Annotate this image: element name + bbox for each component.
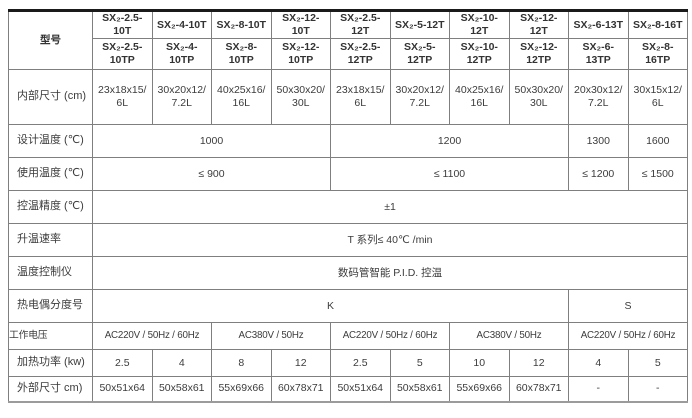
voltage-row: 工作电压 AC220V / 50Hz / 60Hz AC380V / 50Hz … (8, 322, 688, 351)
voltage-cell: AC380V / 50Hz (211, 322, 331, 351)
inner-size-cell: 23x18x15/ 6L (330, 69, 391, 126)
inner-size-row: 内部尺寸 (cm) 23x18x15/ 6L 30x20x12/ 7.2L 40… (8, 69, 688, 126)
power-cell: 4 (151, 349, 212, 378)
outer-size-cell: 50x58x61 (389, 376, 450, 403)
spec-table: 型号 SX₂-2.5- 10T SX₂-4-10T SX₂-8-10T SX₂-… (8, 9, 688, 403)
power-cell: 5 (627, 349, 688, 378)
model-t-cell: SX₂-2.5- 10T (92, 9, 153, 40)
model-t-cell: SX₂-4-10T (151, 9, 212, 40)
design-temp-cell: 1200 (330, 124, 569, 159)
model-tp-cell: SX₂-12- 12TP (508, 38, 569, 71)
thermocouple-row: 热电偶分度号 K S (8, 289, 688, 324)
outer-size-cell: 55x69x66 (211, 376, 272, 403)
power-cell: 10 (449, 349, 510, 378)
model-t-cell: SX₂-5-12T (389, 9, 450, 40)
working-temp-cell: ≤ 900 (92, 157, 331, 192)
row-label-accuracy: 控温精度 (℃) (8, 190, 93, 225)
outer-size-cell: 50x51x64 (330, 376, 391, 403)
design-temp-row: 设计温度 (℃) 1000 1200 1300 1600 (8, 124, 688, 159)
outer-size-cell: 50x51x64 (92, 376, 153, 403)
outer-size-cell: 55x69x66 (449, 376, 510, 403)
design-temp-cell: 1000 (92, 124, 331, 159)
model-t-cell: SX₂-8-10T (211, 9, 272, 40)
model-header-label: 型号 (8, 9, 93, 71)
voltage-cell: AC220V / 50Hz / 60Hz (330, 322, 450, 351)
inner-size-cell: 30x15x12/ 6L (627, 69, 688, 126)
outer-size-cell: 50x58x61 (151, 376, 212, 403)
working-temp-cell: ≤ 1200 (568, 157, 629, 192)
model-tp-cell: SX₂-8- 10TP (211, 38, 272, 71)
outer-size-cell: 60x78x71 (270, 376, 331, 403)
inner-size-cell: 23x18x15/ 6L (92, 69, 153, 126)
heating-rate-cell: T 系列≤ 40℃ /min (92, 223, 688, 258)
power-cell: 12 (270, 349, 331, 378)
model-tp-cell: SX₂-10- 12TP (449, 38, 510, 71)
voltage-cell: AC380V / 50Hz (449, 322, 569, 351)
row-label-inner-size: 内部尺寸 (cm) (8, 69, 93, 126)
model-t-cell: SX₂-12- 12T (508, 9, 569, 40)
power-cell: 2.5 (330, 349, 391, 378)
design-temp-cell: 1300 (568, 124, 629, 159)
outer-size-cell: - (568, 376, 629, 403)
model-t-cell: SX₂-2.5- 12T (330, 9, 391, 40)
model-t-cell: SX₂-10- 12T (449, 9, 510, 40)
inner-size-cell: 40x25x16/ 16L (449, 69, 510, 126)
header-row-tp: SX₂-2.5- 10TP SX₂-4- 10TP SX₂-8- 10TP SX… (9, 38, 688, 71)
voltage-cell: AC220V / 50Hz / 60Hz (568, 322, 688, 351)
inner-size-cell: 30x20x12/ 7.2L (151, 69, 212, 126)
row-label-heating-rate: 升温速率 (8, 223, 93, 258)
model-t-cell: SX₂-8-16T (627, 9, 688, 40)
inner-size-cell: 30x20x12/ 7.2L (389, 69, 450, 126)
controller-row: 温度控制仪 数码管智能 P.I.D. 控温 (8, 256, 688, 291)
row-label-heating-power: 加热功率 (kw) (8, 349, 93, 378)
header-row-t: 型号 SX₂-2.5- 10T SX₂-4-10T SX₂-8-10T SX₂-… (8, 9, 688, 71)
model-tp-cell: SX₂-12- 10TP (270, 38, 331, 71)
row-label-design-temp: 设计温度 (℃) (8, 124, 93, 159)
working-temp-row: 使用温度 (℃) ≤ 900 ≤ 1100 ≤ 1200 ≤ 1500 (8, 157, 688, 192)
thermocouple-cell: S (568, 289, 688, 324)
accuracy-row: 控温精度 (℃) ±1 (8, 190, 688, 225)
row-label-controller: 温度控制仪 (8, 256, 93, 291)
model-tp-cell: SX₂-4- 10TP (151, 38, 212, 71)
power-cell: 12 (508, 349, 569, 378)
heating-power-row: 加热功率 (kw) 2.5 4 8 12 2.5 5 10 12 4 5 (8, 349, 688, 378)
row-label-working-temp: 使用温度 (℃) (8, 157, 93, 192)
model-tp-cell: SX₂-8- 16TP (627, 38, 688, 71)
power-cell: 8 (211, 349, 272, 378)
inner-size-cell: 50x30x20/ 30L (508, 69, 569, 126)
power-cell: 2.5 (92, 349, 153, 378)
outer-size-cell: 60x78x71 (508, 376, 569, 403)
model-tp-cell: SX₂-6- 13TP (568, 38, 629, 71)
model-tp-cell: SX₂-5- 12TP (389, 38, 450, 71)
model-tp-cell: SX₂-2.5- 12TP (330, 38, 391, 71)
inner-size-cell: 50x30x20/ 30L (270, 69, 331, 126)
model-t-cell: SX₂-12- 10T (270, 9, 331, 40)
working-temp-cell: ≤ 1500 (627, 157, 688, 192)
outer-size-cell: - (627, 376, 688, 403)
heating-rate-row: 升温速率 T 系列≤ 40℃ /min (8, 223, 688, 258)
outer-size-row: 外部尺寸 cm) 50x51x64 50x58x61 55x69x66 60x7… (8, 376, 688, 403)
row-label-thermocouple: 热电偶分度号 (8, 289, 93, 324)
controller-cell: 数码管智能 P.I.D. 控温 (92, 256, 688, 291)
row-label-voltage: 工作电压 (8, 322, 93, 351)
model-t-cell: SX₂-6-13T (568, 9, 629, 40)
working-temp-cell: ≤ 1100 (330, 157, 569, 192)
accuracy-cell: ±1 (92, 190, 688, 225)
model-tp-cell: SX₂-2.5- 10TP (92, 38, 153, 71)
row-label-outer-size: 外部尺寸 cm) (8, 376, 93, 403)
power-cell: 5 (389, 349, 450, 378)
power-cell: 4 (568, 349, 629, 378)
inner-size-cell: 20x30x12/ 7.2L (568, 69, 629, 126)
inner-size-cell: 40x25x16/ 16L (211, 69, 272, 126)
design-temp-cell: 1600 (627, 124, 688, 159)
voltage-cell: AC220V / 50Hz / 60Hz (92, 322, 212, 351)
thermocouple-cell: K (92, 289, 569, 324)
